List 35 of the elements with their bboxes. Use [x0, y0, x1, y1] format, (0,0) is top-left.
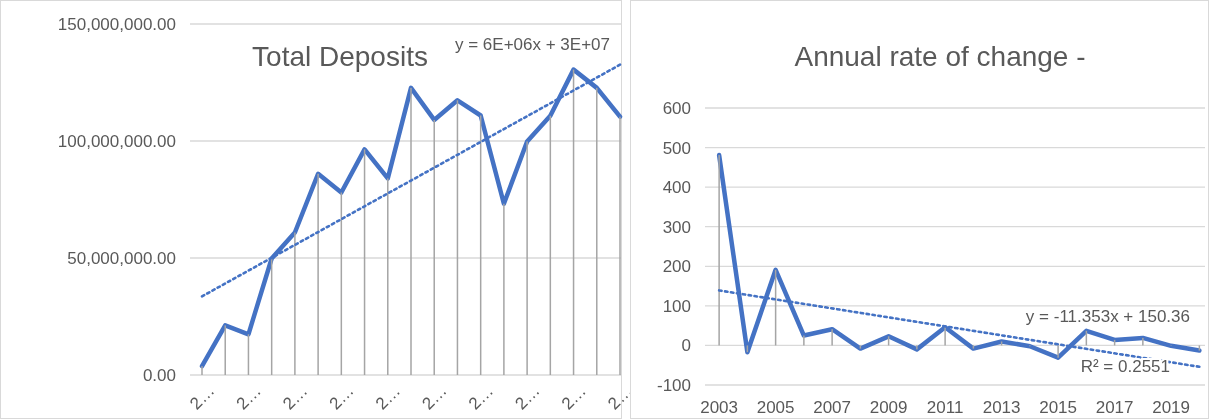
x-tick-label: 2011: [926, 397, 964, 417]
annotation: y = 6E+06x + 3E+07: [454, 35, 610, 54]
x-tick-label: 2007: [813, 397, 852, 417]
x-tick-label: 2…: [232, 381, 265, 414]
y-tick-label: 100,000,000.00: [57, 131, 176, 151]
annotation: R² = 0.2551: [1080, 357, 1170, 376]
x-tick-label: 2…: [557, 381, 590, 414]
y-tick-label: 0.00: [142, 365, 176, 385]
y-tick-label: 400: [662, 178, 691, 198]
y-tick-label: 300: [662, 217, 691, 237]
y-tick-label: 150,000,000.00: [57, 14, 176, 34]
text: Total Deposits: [252, 41, 428, 72]
y-tick-label: 100: [662, 296, 691, 316]
y-tick-label: -100: [656, 375, 691, 395]
x-tick-label: 2019: [1152, 397, 1191, 417]
x-tick-label: 2009: [869, 397, 908, 417]
x-tick-label: 2…: [464, 381, 498, 414]
y-tick-label: 200: [662, 257, 691, 277]
x-tick-label: 2…: [511, 381, 544, 414]
x-tick-label: 2015: [1039, 397, 1078, 417]
x-tick-label: 2017: [1095, 397, 1134, 417]
y-tick-label: 500: [662, 138, 691, 158]
x-tick-label: 2003: [700, 397, 739, 417]
x-tick-label: 2013: [982, 397, 1021, 417]
annotation: y = -11.353x + 150.36: [1025, 307, 1190, 326]
x-tick-label: 2005: [756, 397, 795, 417]
x-tick-label: 2…: [186, 381, 219, 414]
y-tick-label: 0: [681, 336, 691, 356]
x-tick-label: 2…: [325, 381, 358, 414]
x-tick-label: 2…: [279, 381, 312, 414]
x-tick-label: 2…: [372, 381, 405, 414]
y-tick-label: 50,000,000.00: [67, 248, 176, 268]
x-tick-label: 2…: [418, 381, 451, 414]
chart-title: Annual rate of change -: [794, 41, 1086, 72]
y-tick-label: 600: [662, 98, 691, 118]
